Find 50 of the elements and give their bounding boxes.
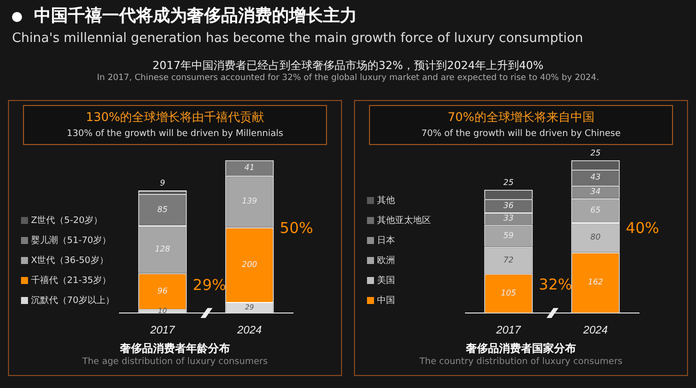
text: 2017年中国消费者已经占到全球奢侈品市场的32%，预计到2024年上升到40% — [152, 58, 544, 73]
legend-label: 欧洲 — [376, 254, 396, 268]
x-axis-title: 奢侈品消费者年龄分布 — [119, 341, 231, 356]
text: China's millennial generation has become the main growth force of luxury consumption — [12, 31, 584, 46]
chart-title: 130%的全球增长将由千禧代贡献 — [84, 109, 266, 126]
data-label: 41 — [244, 163, 255, 172]
data-label: 85 — [157, 204, 168, 214]
annotation: 40% — [626, 218, 660, 237]
legend-label: 沉默代（70岁以上） — [30, 294, 114, 308]
x-tick-label: 2017 — [495, 324, 522, 336]
annotation: 50% — [280, 218, 314, 237]
data-label: 34 — [590, 187, 601, 196]
data-label: 59 — [503, 230, 514, 240]
data-label: 36 — [503, 200, 514, 210]
data-label: 162 — [588, 278, 604, 287]
annotation: 32% — [538, 276, 572, 294]
data-label: 43 — [590, 172, 601, 182]
data-label: 105 — [500, 288, 516, 298]
data-label: 9 — [160, 178, 166, 188]
chart-subtitle: 130% of the growth will be driven by Millennials — [66, 129, 284, 139]
x-tick-label: 2017 — [149, 324, 176, 336]
text: The age distribution of luxury consumers — [81, 357, 269, 367]
data-label: 25 — [503, 178, 514, 187]
legend-label: 千禧代（21-35岁） — [30, 274, 112, 288]
data-label: 200 — [242, 260, 258, 269]
x-tick-label: 2024 — [236, 324, 262, 336]
legend-label: 中国 — [376, 294, 396, 308]
data-label: 139 — [242, 196, 258, 206]
text: The country distribution of luxury consumers — [418, 357, 624, 367]
legend-label: 日本 — [376, 234, 396, 248]
data-label: 33 — [503, 214, 514, 223]
legend-label: 其他亚太地区 — [376, 214, 431, 228]
legend-label: 其他 — [376, 194, 396, 208]
data-label: 65 — [590, 206, 601, 215]
data-label: 96 — [157, 286, 168, 296]
chart-title: 70%的全球增长将来自中国 — [446, 109, 596, 126]
annotation: 29% — [192, 276, 226, 294]
legend-label: 美国 — [376, 274, 396, 288]
data-label: 72 — [503, 255, 514, 264]
x-tick-label: 2024 — [582, 324, 608, 336]
text: In 2017, Chinese consumers accounted for 32% of the global luxury market and are expected to rise to 40% by 2024. — [96, 73, 600, 83]
legend-label: 婴儿潮（51-70岁） — [30, 234, 112, 248]
data-label: 128 — [154, 244, 170, 254]
text: 中国千禧一代将成为奢侈品消费的增长主力 — [34, 5, 357, 27]
x-axis-title: 奢侈品消费者国家分布 — [465, 341, 577, 356]
legend-label: X世代（36-50岁） — [30, 254, 110, 268]
legend-label: Z世代（5-20岁） — [30, 214, 104, 228]
data-label: 80 — [590, 232, 601, 242]
chart-subtitle: 70% of the growth will be driven by Chinese — [420, 129, 622, 139]
data-label: 25 — [590, 148, 601, 158]
